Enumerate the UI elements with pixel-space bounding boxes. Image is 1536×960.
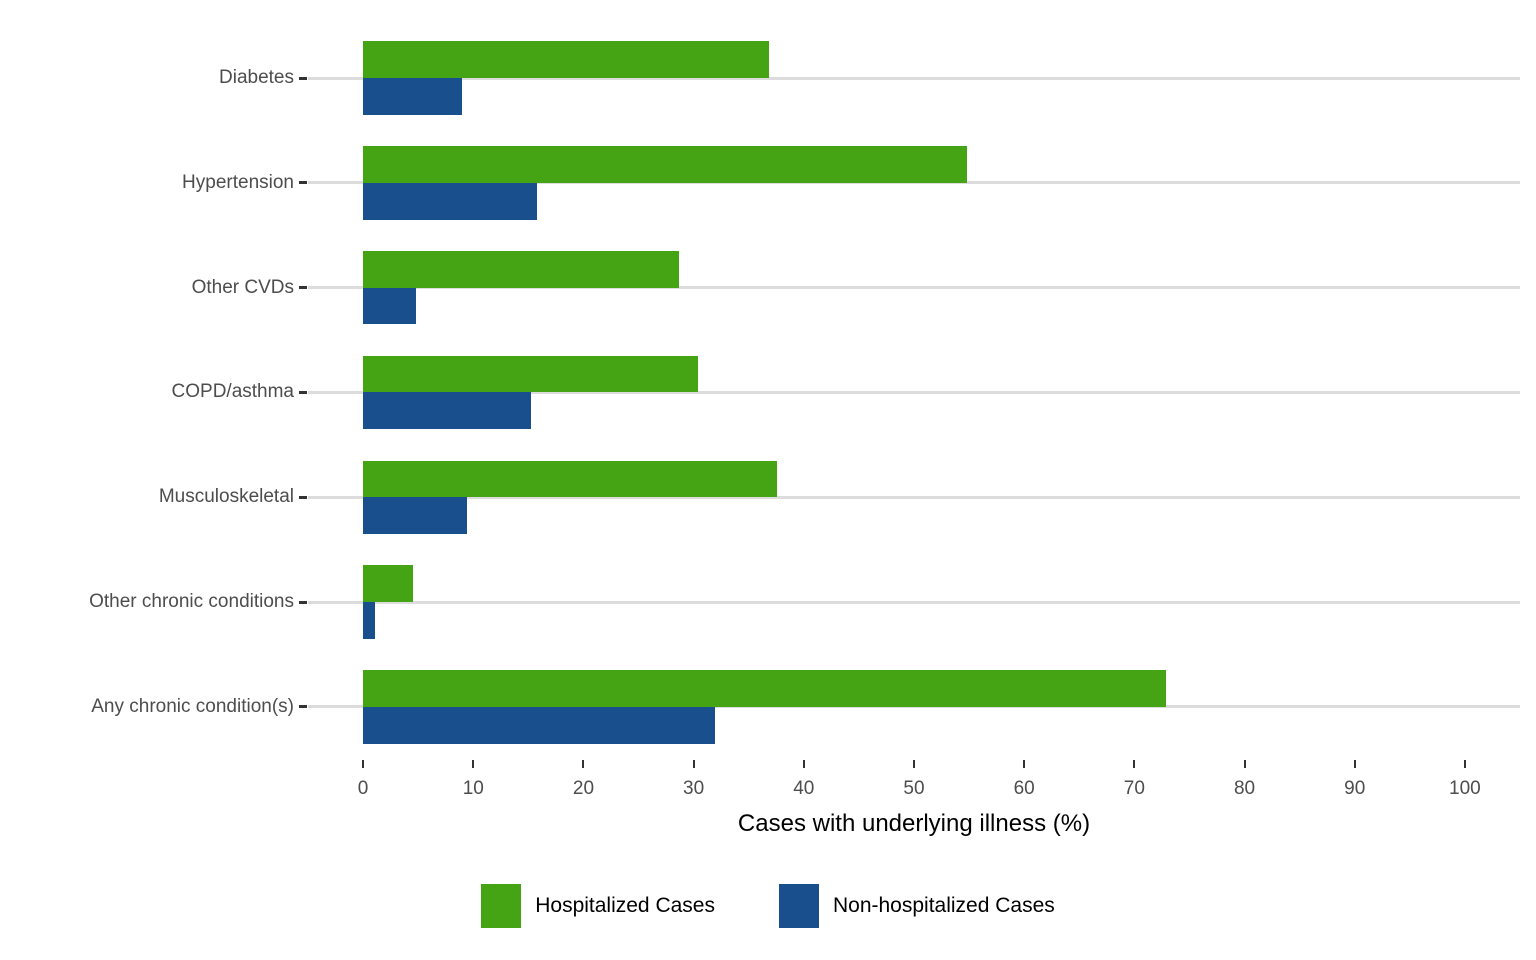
bar-hospitalized	[363, 670, 1167, 707]
y-axis-tick	[299, 286, 307, 290]
legend-swatch-hospitalized	[481, 884, 522, 928]
bar-non-hospitalized	[363, 78, 463, 115]
legend-swatch-non-hospitalized	[778, 884, 819, 928]
x-tick-label: 100	[1449, 778, 1481, 799]
gridline	[308, 286, 1520, 290]
legend: Hospitalized Cases Non-hospitalized Case…	[0, 884, 1536, 928]
bar-hospitalized	[363, 565, 413, 603]
x-tick-label: 30	[683, 778, 705, 799]
category-label: COPD/asthma	[171, 381, 294, 403]
x-tick-label: 60	[1013, 778, 1035, 799]
gridline	[308, 705, 1520, 709]
x-axis-tick	[1353, 760, 1356, 768]
gridline	[308, 495, 1520, 499]
legend-label-hospitalized: Hospitalized Cases	[535, 894, 715, 917]
x-tick-label: 50	[903, 778, 925, 799]
category-label: Hypertension	[182, 171, 294, 193]
x-tick-label: 80	[1233, 778, 1256, 799]
x-axis-tick	[472, 760, 475, 768]
x-tick-label: 40	[793, 778, 815, 799]
y-axis-tick	[299, 705, 307, 709]
bar-non-hospitalized	[363, 497, 467, 534]
plot-panel	[308, 8, 1520, 760]
category-label: Musculoskeletal	[158, 486, 294, 508]
bar-hospitalized	[363, 250, 680, 288]
gridline	[308, 76, 1520, 80]
gridline	[308, 600, 1520, 604]
gridline	[308, 181, 1520, 185]
legend-label-non-hospitalized: Non-hospitalized Cases	[832, 894, 1055, 917]
x-axis-tick	[1463, 760, 1466, 768]
x-tick-label: 70	[1123, 778, 1145, 799]
x-axis-tick	[582, 760, 585, 768]
x-tick-label: 90	[1344, 778, 1366, 799]
x-axis-tick	[913, 760, 915, 768]
legend-item-non-hospitalized: Non-hospitalized Cases	[778, 884, 1055, 928]
category-label: Other chronic conditions	[89, 591, 294, 613]
category-label: Diabetes	[219, 67, 294, 88]
x-tick-label: 0	[357, 778, 369, 799]
x-axis-tick	[802, 760, 805, 768]
gridline	[308, 390, 1520, 394]
bar-non-hospitalized	[363, 287, 416, 325]
bar-hospitalized	[363, 355, 699, 393]
x-axis-tick	[1133, 760, 1136, 768]
y-axis-tick	[299, 181, 307, 185]
bar-non-hospitalized	[363, 602, 376, 639]
x-tick-label: 20	[572, 778, 595, 799]
legend-item-hospitalized: Hospitalized Cases	[481, 884, 715, 928]
x-axis-tick	[362, 760, 365, 768]
category-label: Other CVDs	[191, 276, 294, 298]
y-axis-tick	[299, 600, 307, 604]
bar-non-hospitalized	[363, 182, 538, 220]
bar-hospitalized	[363, 460, 778, 498]
bar-hospitalized	[363, 41, 769, 78]
y-axis-tick	[299, 495, 307, 499]
bar-non-hospitalized	[363, 706, 715, 744]
x-tick-label: 10	[462, 778, 484, 799]
x-axis-tick	[1243, 760, 1246, 768]
bar-hospitalized	[363, 146, 967, 183]
y-axis-tick	[299, 390, 307, 394]
bar-non-hospitalized	[363, 392, 531, 430]
x-axis-tick	[1023, 760, 1026, 768]
x-axis-tick	[692, 760, 695, 768]
category-label: Any chronic condition(s)	[91, 695, 294, 717]
y-axis-tick	[299, 76, 307, 80]
x-axis-title: Cases with underlying illness (%)	[737, 810, 1091, 837]
